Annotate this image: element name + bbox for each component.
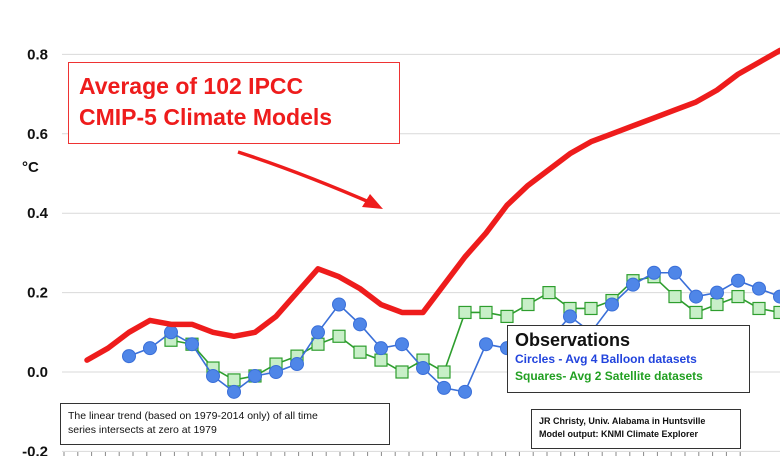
models-callout: Average of 102 IPCC CMIP-5 Climate Model… <box>68 62 400 144</box>
satellite-point-13 <box>437 365 451 379</box>
balloon-point-16 <box>458 384 472 399</box>
credit-box: JR Christy, Univ. Alabama in Huntsville … <box>531 409 741 449</box>
models-series-line <box>84 47 780 363</box>
balloon-point-13 <box>395 337 409 352</box>
balloon-point-27 <box>689 289 703 304</box>
legend-squares-entry: Squares- Avg 2 Satellite datasets <box>515 369 703 383</box>
balloon-point-9 <box>311 325 325 340</box>
balloon-point-4 <box>206 368 220 383</box>
satellite-point-8 <box>332 329 346 343</box>
satellite-point-27 <box>731 289 745 304</box>
arrow-head <box>362 194 383 209</box>
satellite-point-25 <box>689 305 703 320</box>
balloon-point-21 <box>563 309 577 324</box>
balloon-point-29 <box>731 273 745 288</box>
satellite-point-9 <box>353 345 367 359</box>
y-tick-label-4: 0.6 <box>27 126 48 143</box>
satellite-point-28 <box>752 301 766 316</box>
callout-arrow <box>237 150 383 209</box>
y-tick-label-5: 0.8 <box>27 46 48 63</box>
balloon-point-6 <box>248 368 262 383</box>
legend-title: Observations <box>515 330 631 350</box>
balloon-point-15 <box>437 380 451 395</box>
credit-line-1: JR Christy, Univ. Alabama in Huntsville <box>539 416 706 426</box>
balloon-point-31 <box>773 289 780 304</box>
satellite-point-15 <box>479 305 493 320</box>
satellite-point-16 <box>500 309 514 324</box>
y-tick-label-3: 0.4 <box>27 205 49 222</box>
satellite-point-11 <box>395 365 409 379</box>
balloon-point-26 <box>668 265 682 280</box>
note-line-1: The linear trend (based on 1979-2014 onl… <box>68 410 318 422</box>
balloon-point-17 <box>479 337 493 352</box>
y-tick-label-2: 0.2 <box>27 285 48 302</box>
balloon-point-30 <box>752 281 766 296</box>
satellite-point-24 <box>668 289 682 304</box>
observations-legend: Observations Circles - Avg 4 Balloon dat… <box>507 325 750 393</box>
callout-line-2: CMIP-5 Climate Models <box>79 104 333 130</box>
satellite-point-10 <box>374 353 388 367</box>
satellite-point-3 <box>227 373 241 387</box>
satellite-point-20 <box>584 301 598 316</box>
callout-line-1: Average of 102 IPCC <box>79 73 304 99</box>
balloon-point-14 <box>416 361 430 376</box>
balloon-point-0 <box>122 349 136 364</box>
balloon-point-8 <box>290 357 304 372</box>
balloon-point-23 <box>605 297 619 312</box>
trend-note: The linear trend (based on 1979-2014 onl… <box>60 403 390 445</box>
satellite-point-17 <box>521 297 535 312</box>
y-tick-label-0: -0.2 <box>22 443 48 456</box>
balloon-point-10 <box>332 297 346 312</box>
y-tick-labels: -0.2 0.0 0.2 0.4 0.6 0.8 <box>22 46 49 456</box>
balloon-point-11 <box>353 317 367 332</box>
y-tick-label-1: 0.0 <box>27 364 48 381</box>
balloon-point-5 <box>227 384 241 399</box>
arrow-shaft <box>237 150 377 207</box>
balloon-point-2 <box>164 325 178 340</box>
satellite-point-29 <box>773 305 780 320</box>
satellite-point-14 <box>458 305 472 320</box>
balloon-point-3 <box>185 337 199 352</box>
satellite-point-26 <box>710 297 724 312</box>
balloon-point-25 <box>647 265 661 280</box>
satellite-point-18 <box>542 286 556 300</box>
balloon-point-28 <box>710 285 724 300</box>
balloon-point-12 <box>374 341 388 356</box>
balloon-point-1 <box>143 341 157 356</box>
balloon-point-7 <box>269 365 283 379</box>
y-axis-label: °C <box>22 159 39 176</box>
credit-line-2: Model output: KNMI Climate Explorer <box>539 429 699 439</box>
balloon-point-24 <box>626 277 640 292</box>
note-line-2: series intersects at zero at 1979 <box>68 424 217 436</box>
legend-circles-entry: Circles - Avg 4 Balloon datasets <box>515 352 697 366</box>
